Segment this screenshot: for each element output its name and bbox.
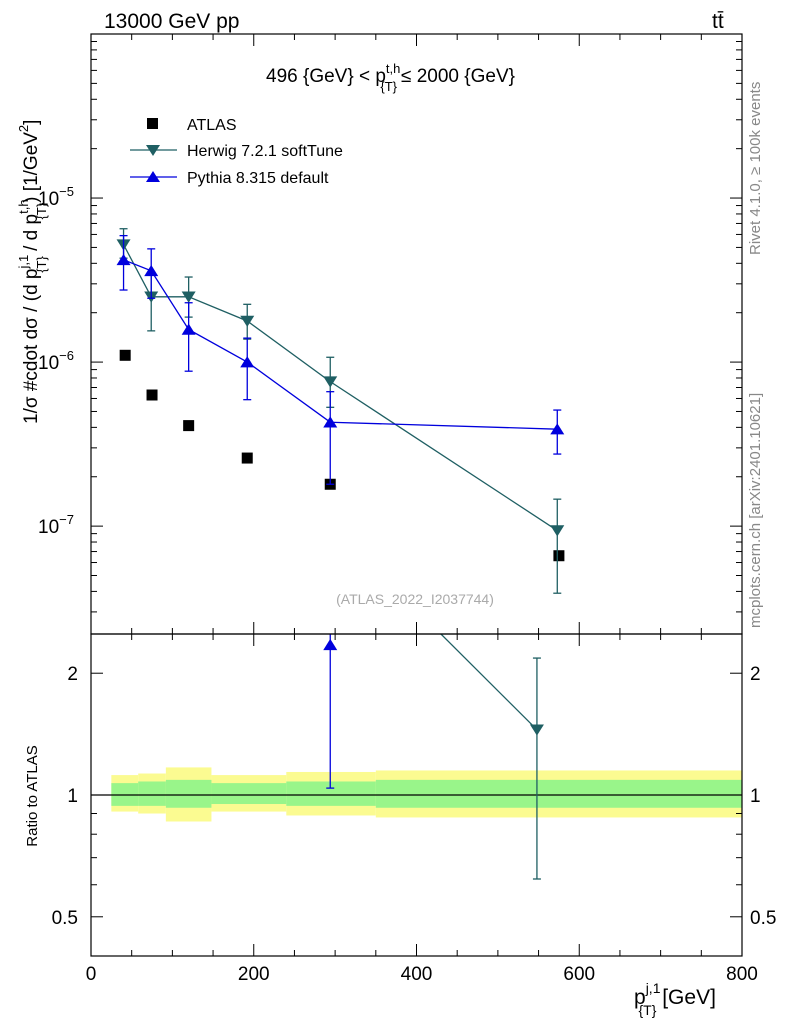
- atlas-point: [146, 389, 158, 401]
- ylabel-b-sub: {T}: [34, 202, 49, 219]
- herwig-ratio-line: [440, 633, 538, 731]
- x-tick-label: 600: [563, 964, 595, 985]
- ratio-axis-ticks: 0 200 400 600 800 0.5 0.5 1 1 2 2: [52, 634, 776, 985]
- ratio-y-tick-label-right: 1: [750, 786, 761, 807]
- beam-label: 13000 GeV pp: [104, 10, 239, 33]
- y-tick-label: 10−5: [38, 184, 74, 210]
- legend-pythia-label: Pythia 8.315 default: [187, 170, 329, 187]
- ratio-panel: 0 200 400 600 800 0.5 0.5 1 1 2 2: [52, 633, 776, 985]
- cut-label-sup: t,h: [386, 61, 400, 76]
- herwig-point: [550, 525, 565, 537]
- series-markers: [116, 228, 565, 594]
- herwig-point: [181, 291, 196, 303]
- y-tick-label: 10−7: [38, 512, 74, 538]
- rivet-label: Rivet 4.1.0, ≥ 100k events: [747, 82, 764, 255]
- ratio-y-tick-label-left: 2: [67, 664, 78, 685]
- process-label: tt̄: [712, 10, 724, 33]
- cut-label: 496 {GeV} < pt,h {T} ≤ 2000 {GeV}: [266, 61, 515, 94]
- xlabel-unit: [GeV]: [656, 986, 716, 1009]
- ylabel-part-b: / d p: [21, 214, 42, 256]
- legend-herwig-marker: [146, 145, 160, 156]
- pythia-point: [323, 416, 338, 428]
- x-tick-label: 0: [86, 964, 97, 985]
- atlas-point: [553, 550, 565, 562]
- pythia-point: [181, 323, 196, 335]
- pythia-point: [240, 356, 255, 368]
- ylabel-a-sup: j,1: [16, 255, 31, 270]
- ylabel-part-c: ) [1/GeV: [21, 132, 42, 203]
- ylabel-c-sup: 2: [16, 125, 31, 132]
- atlas-point: [119, 349, 131, 361]
- pythia-point: [116, 253, 131, 266]
- legend-atlas-marker: [147, 118, 158, 129]
- herwig-line: [122, 244, 558, 532]
- legend-atlas-label: ATLAS: [187, 117, 237, 134]
- ratio-lines: [440, 633, 538, 731]
- y-tick-label: 10−6: [38, 348, 74, 374]
- x-axis-label: pj,1 {T} [GeV]: [634, 980, 716, 1018]
- ratio-y-tick-label-right: 0.5: [750, 908, 776, 929]
- y-axis-label-main: 1/σ #cdot dσ / (d pj,1 {T} / d pt,h {T}) […: [16, 120, 49, 424]
- pythia-point: [550, 423, 565, 435]
- cut-label-tail: ≤ 2000 {GeV}: [401, 66, 515, 87]
- band-inner-segment: [211, 783, 287, 805]
- ylabel-part-d: ]: [21, 120, 42, 125]
- x-tick-label: 400: [401, 964, 433, 985]
- ratio-markers: [323, 634, 544, 880]
- ylabel-part-a: 1/σ #cdot dσ / (d p: [21, 269, 42, 424]
- xlabel-main: p: [634, 986, 646, 1009]
- herwig-point: [323, 376, 338, 388]
- main-panel: 10−7 10−6 10−5: [38, 33, 743, 635]
- band-inner-segment: [375, 779, 742, 808]
- cut-label-sub: {T}: [380, 79, 397, 94]
- x-tick-label: 800: [726, 964, 758, 985]
- main-axis-ticks: 10−7 10−6 10−5: [38, 34, 743, 634]
- uncertainty-bands: [111, 767, 742, 822]
- legend-pythia-marker: [146, 171, 160, 182]
- xlabel-sub: {T}: [638, 1002, 656, 1018]
- cut-label-text: 496 {GeV} < p: [266, 66, 386, 87]
- pythia-line: [123, 259, 558, 430]
- pythia-ratio-point: [323, 638, 338, 651]
- ratio-y-tick-label-left: 0.5: [52, 908, 78, 929]
- legend-herwig-label: Herwig 7.2.1 softTune: [187, 143, 343, 160]
- ylabel-a-sub: {T}: [34, 255, 49, 272]
- ylabel-b-sup: t,h: [16, 199, 31, 213]
- band-inner-segment: [138, 781, 166, 806]
- pythia-point: [144, 264, 159, 277]
- band-inner-segment: [165, 779, 212, 808]
- mcplots-label: mcplots.cern.ch [arXiv:2401.10621]: [747, 393, 764, 628]
- atlas-point: [183, 420, 195, 432]
- y-axis-label-ratio: Ratio to ATLAS: [24, 745, 41, 846]
- xlabel-sup: j,1: [645, 980, 661, 996]
- legend: ATLAS Herwig 7.2.1 softTune Pythia 8.315…: [130, 117, 343, 187]
- ratio-y-tick-label-right: 2: [750, 664, 761, 685]
- x-tick-label: 200: [238, 964, 270, 985]
- band-inner-segment: [286, 781, 376, 806]
- ratio-y-tick-label-left: 1: [67, 786, 78, 807]
- herwig-point: [240, 315, 255, 327]
- series-lines: [122, 244, 558, 532]
- analysis-watermark: (ATLAS_2022_I2037744): [336, 591, 494, 607]
- herwig-ratio-point: [529, 724, 544, 736]
- atlas-point: [241, 452, 253, 464]
